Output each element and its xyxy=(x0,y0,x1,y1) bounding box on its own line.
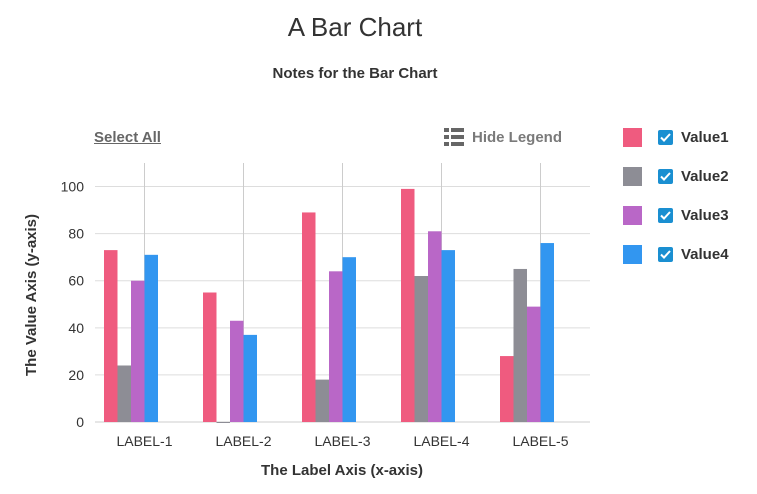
bar-value4-label-3[interactable] xyxy=(342,257,357,422)
checkbox-checked-icon[interactable] xyxy=(658,130,673,145)
hide-legend-button[interactable]: Hide Legend xyxy=(444,128,562,146)
bar-value3-label-2[interactable] xyxy=(230,320,244,422)
y-tick-label-0: 0 xyxy=(76,414,84,430)
bar-value2-label-1[interactable] xyxy=(117,365,132,422)
bar-value3-label-1[interactable] xyxy=(131,280,145,422)
y-axis-title: The Value Axis (y-axis) xyxy=(23,214,40,376)
chart-subtitle: Notes for the Bar Chart xyxy=(272,65,438,82)
bar-value1-label-4[interactable] xyxy=(401,188,415,422)
bar-value2-label-2[interactable] xyxy=(216,422,231,423)
y-tick-label-5: 100 xyxy=(61,179,85,195)
legend-item-value2[interactable]: Value2 xyxy=(623,157,729,196)
legend-label: Value3 xyxy=(681,207,729,224)
chart-legend: Value1 Value2 Value3 Value4 xyxy=(623,118,729,274)
list-icon xyxy=(444,128,464,146)
bar-value4-label-2[interactable] xyxy=(243,334,258,422)
bar-value3-label-4[interactable] xyxy=(428,231,442,422)
legend-swatch xyxy=(623,128,642,147)
legend-label: Value1 xyxy=(681,129,729,146)
y-tick-label-1: 20 xyxy=(68,367,84,383)
legend-label: Value2 xyxy=(681,168,729,185)
checkbox-checked-icon[interactable] xyxy=(658,208,673,223)
bar-value4-label-5[interactable] xyxy=(540,243,555,422)
legend-swatch xyxy=(623,167,642,186)
x-axis-title: The Label Axis (x-axis) xyxy=(261,462,423,479)
y-axis-ticks: 0 20 40 60 80 100 xyxy=(61,179,85,430)
x-axis-ticks: LABEL-1 LABEL-2 LABEL-3 LABEL-4 LABEL-5 xyxy=(116,433,568,449)
legend-item-value4[interactable]: Value4 xyxy=(623,235,729,274)
checkbox-checked-icon[interactable] xyxy=(658,169,673,184)
legend-item-value3[interactable]: Value3 xyxy=(623,196,729,235)
bar-value3-label-3[interactable] xyxy=(329,271,343,422)
hide-legend-label: Hide Legend xyxy=(472,128,563,146)
x-tick-label-0: LABEL-1 xyxy=(116,433,172,449)
bar-value2-label-3[interactable] xyxy=(315,379,330,422)
legend-swatch xyxy=(623,245,642,264)
bar-value1-label-1[interactable] xyxy=(104,250,118,422)
bar-value3-label-5[interactable] xyxy=(527,306,541,422)
legend-swatch xyxy=(623,206,642,225)
x-tick-label-1: LABEL-2 xyxy=(215,433,271,449)
y-tick-label-4: 80 xyxy=(68,226,84,242)
x-tick-label-4: LABEL-5 xyxy=(512,433,568,449)
x-tick-label-2: LABEL-3 xyxy=(314,433,370,449)
legend-item-value1[interactable]: Value1 xyxy=(623,118,729,157)
chart-bars xyxy=(104,188,555,423)
bar-value4-label-4[interactable] xyxy=(441,250,456,422)
bar-value1-label-3[interactable] xyxy=(302,212,316,422)
bar-value1-label-5[interactable] xyxy=(500,356,514,422)
x-tick-label-3: LABEL-4 xyxy=(413,433,469,449)
y-tick-label-3: 60 xyxy=(68,273,84,289)
bar-value2-label-5[interactable] xyxy=(513,268,528,422)
chart-title: A Bar Chart xyxy=(287,12,423,42)
bar-value1-label-2[interactable] xyxy=(203,292,217,423)
legend-label: Value4 xyxy=(681,246,729,263)
checkbox-checked-icon[interactable] xyxy=(658,247,673,262)
select-all-link[interactable]: Select All xyxy=(94,129,161,146)
bar-value4-label-1[interactable] xyxy=(144,254,159,422)
y-tick-label-2: 40 xyxy=(68,320,84,336)
bar-value2-label-4[interactable] xyxy=(414,276,429,422)
